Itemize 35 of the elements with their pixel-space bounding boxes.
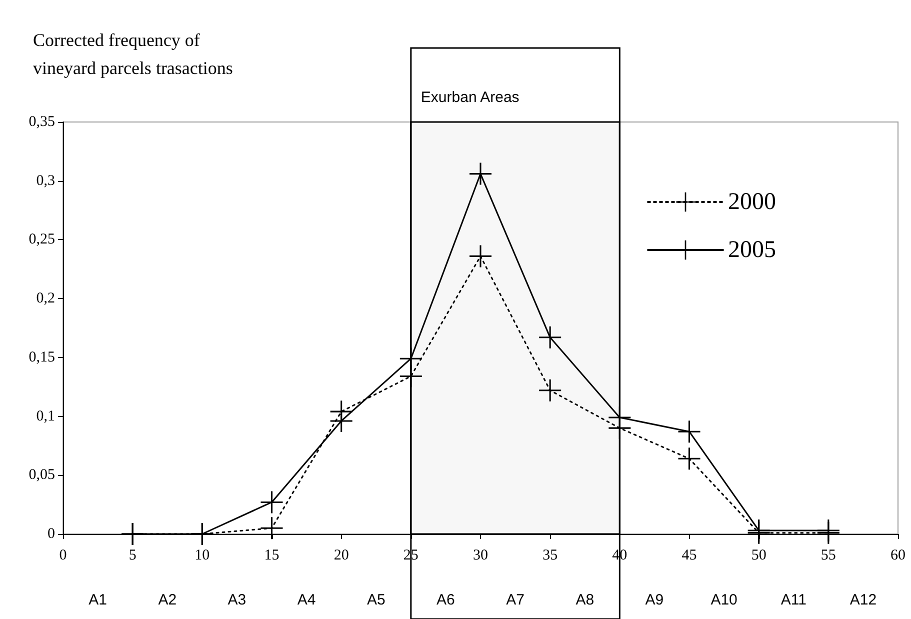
text: A9	[645, 592, 664, 608]
text: A3	[228, 592, 246, 608]
band-label: Exurban Areas	[420, 89, 520, 106]
y-tick-label: 0,3	[36, 172, 55, 189]
x-tick-label: 0	[59, 548, 67, 564]
text: A5	[366, 592, 386, 608]
y-tick-label: 0,25	[28, 232, 55, 248]
x-tick-label: 45	[682, 548, 697, 564]
x-tick-label: 30	[473, 548, 488, 564]
text: A2	[158, 592, 177, 608]
x-tick-label: 60	[890, 548, 906, 564]
text: A8	[576, 592, 594, 608]
text: A10	[710, 592, 738, 608]
y-tick-label: 0,1	[36, 408, 55, 424]
text: A1	[88, 592, 107, 608]
y-tick-label: 0	[48, 526, 55, 542]
y-axis-title: Corrected frequency of vineyard parcels trasactions	[33, 30, 233, 78]
y-tick-label: 0,35	[28, 114, 55, 130]
text: A6	[436, 592, 455, 608]
legend-label: 2005	[728, 237, 776, 263]
x-tick-label: 10	[194, 548, 210, 564]
x-tick-label: 5	[128, 548, 136, 564]
y-tick-label: 0,15	[28, 349, 55, 366]
x-tick-label: 15	[264, 548, 280, 564]
y-tick-label: 0,05	[28, 467, 55, 484]
text: A7	[506, 592, 524, 608]
text: A4	[297, 592, 316, 608]
x-tick-label: 55	[820, 548, 836, 564]
x-tick-label: 50	[751, 548, 766, 564]
text: A11	[780, 592, 806, 608]
text: A12	[850, 592, 877, 608]
x-tick-label: 20	[334, 548, 349, 564]
legend-label: 2000	[728, 189, 776, 215]
x-tick-label: 35	[542, 548, 558, 564]
y-tick-label: 0,2	[36, 290, 55, 307]
